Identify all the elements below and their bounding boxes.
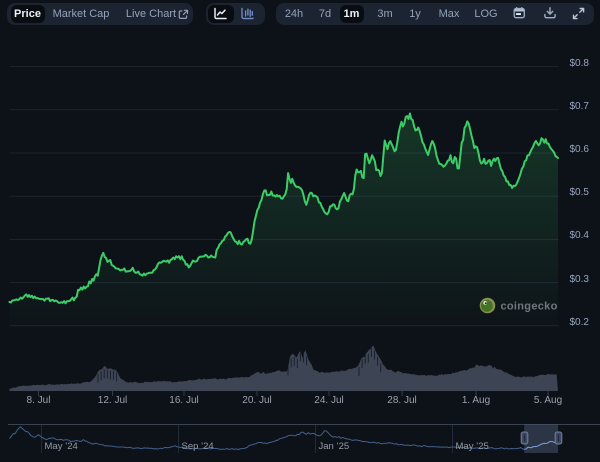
svg-text:coingecko: coingecko	[501, 301, 558, 313]
